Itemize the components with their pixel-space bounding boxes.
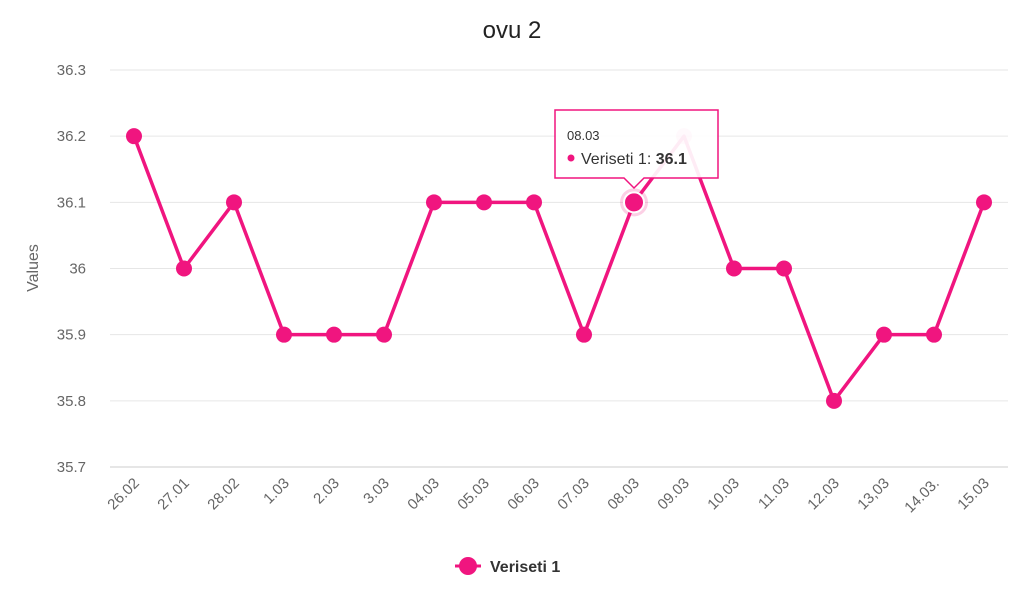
x-tick-label: 3.03 xyxy=(360,475,393,508)
x-tick-label: 06.03 xyxy=(504,475,543,514)
data-point[interactable] xyxy=(926,326,942,343)
x-tick-label: 27.01 xyxy=(154,475,193,514)
data-point[interactable] xyxy=(576,326,592,343)
y-tick-label: 35.7 xyxy=(57,459,86,476)
x-tick-label: 05.03 xyxy=(454,475,493,514)
x-tick-label: 26.02 xyxy=(104,475,143,514)
data-point[interactable] xyxy=(176,260,192,277)
y-tick-label: 36.3 xyxy=(57,62,86,79)
y-axis-ticks: 35.7 35.8 35.9 36 36.1 36.2 36.3 xyxy=(57,62,86,476)
data-point[interactable] xyxy=(426,194,442,211)
data-point[interactable] xyxy=(476,194,492,211)
data-point[interactable] xyxy=(326,326,342,343)
tooltip-series-text: Veriseti 1: 36.1 xyxy=(581,151,687,168)
y-tick-label: 36 xyxy=(69,261,86,278)
x-tick-label: 1.03 xyxy=(260,475,293,508)
chart-title: ovu 2 xyxy=(483,17,542,44)
x-tick-label: 13,03 xyxy=(854,475,893,514)
legend[interactable]: Veriseti 1 xyxy=(455,557,560,576)
data-point[interactable] xyxy=(976,194,992,211)
tooltip-category: 08.03 xyxy=(567,128,600,143)
data-point[interactable] xyxy=(876,326,892,343)
x-tick-label: 10.03 xyxy=(704,475,743,514)
x-tick-label: 11.03 xyxy=(755,475,793,513)
data-point[interactable] xyxy=(126,128,142,145)
y-tick-label: 36.2 xyxy=(57,128,86,145)
x-tick-label: 07.03 xyxy=(554,475,593,514)
y-tick-label: 36.1 xyxy=(57,194,86,211)
tooltip-series-label: Veriseti 1: xyxy=(581,151,656,168)
legend-marker xyxy=(459,557,477,575)
x-tick-label: 09.03 xyxy=(654,475,693,514)
y-tick-label: 35.8 xyxy=(57,393,86,410)
tooltip-series-marker xyxy=(567,154,575,162)
x-tick-label: 04.03 xyxy=(404,475,443,514)
data-point[interactable] xyxy=(226,194,242,211)
y-axis-label: Values xyxy=(25,244,42,292)
x-tick-label: 14.03. xyxy=(901,475,943,517)
tooltip-box xyxy=(554,109,719,190)
x-tick-label: 08.03 xyxy=(604,475,643,514)
data-point[interactable] xyxy=(276,326,292,343)
data-point[interactable] xyxy=(726,260,742,277)
x-tick-label: 12.03 xyxy=(804,475,843,514)
data-point[interactable] xyxy=(376,326,392,343)
tooltip-value: 36.1 xyxy=(656,151,687,168)
x-tick-label: 2.03 xyxy=(310,475,343,508)
x-axis-ticks: 26.02 27.01 28.02 1.03 2.03 3.03 04.03 05.03 06.… xyxy=(104,475,993,517)
x-tick-label: 28.02 xyxy=(204,475,243,514)
series-line xyxy=(132,134,986,403)
legend-label[interactable]: Veriseti 1 xyxy=(490,559,560,576)
series-veriseti-1 xyxy=(126,128,992,409)
tooltip: 08.03 Veriseti 1: 36.1 xyxy=(554,109,719,190)
data-point[interactable] xyxy=(826,392,842,409)
x-tick-label: 15.03 xyxy=(954,475,993,514)
data-point[interactable] xyxy=(776,260,792,277)
data-point[interactable] xyxy=(526,194,542,211)
y-tick-label: 35.9 xyxy=(57,327,86,344)
data-point[interactable] xyxy=(623,191,645,214)
